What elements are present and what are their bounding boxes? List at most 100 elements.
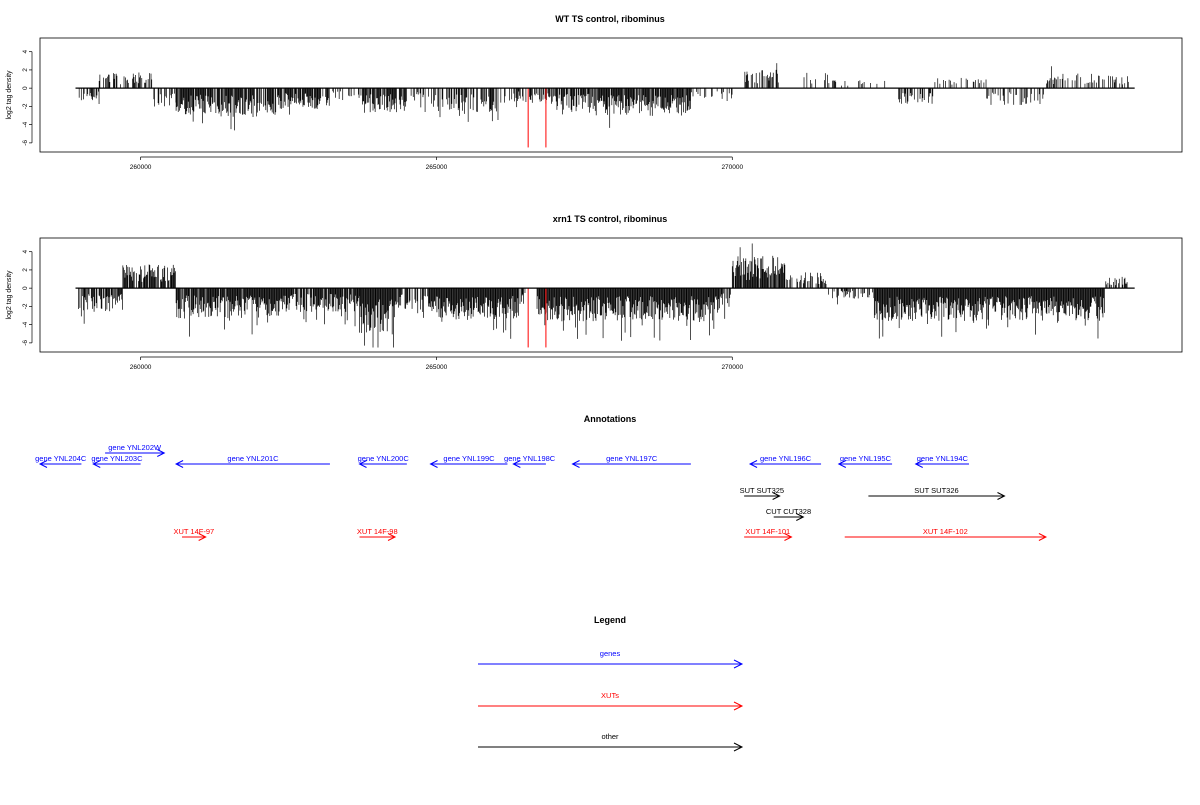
legend-entry-xuts: XUTs [478, 691, 744, 711]
wt-track-x-tick-label: 260000 [130, 164, 152, 171]
legend-entry-label: other [601, 732, 619, 741]
legend-entry-genes: genes [478, 649, 744, 669]
annotation-label: gene YNL202W [108, 443, 162, 452]
xrn1-track-title: xrn1 TS control, ribominus [553, 214, 668, 224]
wt-track-title: WT TS control, ribominus [555, 14, 665, 24]
legend-entry-other: other [478, 732, 744, 752]
annotation-label: XUT 14F-98 [357, 527, 398, 536]
annotation-arrow-head [429, 460, 438, 468]
annotation-feature: SUT SUT325 [740, 486, 784, 500]
wt-track-y-tick-label: -2 [22, 103, 29, 109]
annotation-feature: gene YNL194C [914, 454, 969, 468]
legend-panel: Legend genes XUTs other [478, 615, 744, 752]
annotation-arrow-head [92, 460, 101, 468]
annotation-arrow-head [174, 460, 184, 468]
xrn1-track-panel: xrn1 TS control, ribominus log2 tag dens… [6, 214, 1183, 371]
annotation-label: gene YNL197C [606, 454, 658, 463]
annotation-label: gene YNL194C [917, 454, 969, 463]
xrn1-track-y-tick-label: 2 [22, 268, 29, 272]
legend-entry-label: genes [600, 649, 621, 658]
annotation-feature: gene YNL202W [105, 443, 166, 457]
legend-entry-label: XUTs [601, 691, 619, 700]
annotation-feature: gene YNL200C [358, 454, 410, 468]
xrn1-track-y-tick-label: 4 [22, 249, 29, 253]
xrn1-track-y-tick-label: -2 [22, 303, 29, 309]
xrn1-track-ylabel: log2 tag density [6, 270, 13, 320]
annotation-arrow-head [198, 533, 207, 541]
annotation-feature: gene YNL201C [174, 454, 330, 468]
annotation-feature: gene YNL198C [504, 454, 556, 468]
annotation-arrow-head [512, 460, 521, 468]
annotation-label: SUT SUT326 [914, 486, 958, 495]
annotation-arrow-head [914, 460, 923, 468]
annotation-label: gene YNL195C [840, 454, 892, 463]
annotation-arrow-head [571, 460, 580, 468]
annotation-label: XUT 14F-102 [923, 527, 968, 536]
annotation-arrow-head [837, 460, 847, 468]
annotation-arrow-head [358, 460, 367, 468]
xrn1-track-bars [78, 243, 1128, 348]
xrn1-track-x-axis: 260000 265000 270000 [130, 356, 744, 371]
annotation-feature: XUT 14F-101 [744, 527, 793, 541]
xrn1-track-y-tick-label: -6 [22, 340, 29, 346]
annotation-label: gene YNL204C [35, 454, 87, 463]
xrn1-track-x-tick-label: 265000 [426, 364, 448, 371]
wt-track-y-tick-label: -4 [22, 121, 29, 127]
annotation-label: gene YNL199C [443, 454, 495, 463]
wt-track-frame [39, 37, 1183, 153]
xrn1-track-y-tick-label: 0 [22, 286, 29, 290]
legend-arrow-head [733, 659, 744, 669]
legend-arrow-head [733, 742, 744, 752]
annotation-arrow-head [38, 460, 48, 468]
annotation-arrow-head [1038, 533, 1048, 541]
wt-track-bars [78, 63, 1129, 131]
annotation-feature: XUT 14F-102 [844, 527, 1048, 541]
annotation-arrow-head [157, 449, 166, 457]
annotation-label: CUT CUT328 [766, 507, 811, 516]
annotation-feature: gene YNL197C [571, 454, 691, 468]
wt-track-y-axis: -6 -4 -2 0 2 4 [22, 49, 33, 146]
wt-track-y-tick-label: 4 [22, 49, 29, 53]
xrn1-track-x-tick-label: 270000 [721, 364, 743, 371]
annotation-label: gene YNL200C [358, 454, 410, 463]
xrn1-track-y-axis: -6 -4 -2 0 2 4 [22, 249, 33, 346]
annotation-arrow-head [997, 492, 1006, 500]
annotation-feature: CUT CUT328 [766, 507, 811, 521]
wt-track-y-tick-label: -6 [22, 140, 29, 146]
annotation-label: gene YNL198C [504, 454, 556, 463]
annotation-label: XUT 14F-101 [745, 527, 790, 536]
annotation-label: gene YNL196C [760, 454, 812, 463]
legend-entries: genes XUTs other [478, 649, 744, 752]
xrn1-track-y-tick-label: -4 [22, 321, 29, 327]
legend-title: Legend [594, 615, 626, 625]
annotation-arrow-head [772, 492, 781, 500]
annotation-feature: SUT SUT326 [868, 486, 1006, 500]
xrn1-track-highlights [527, 288, 547, 348]
annotation-arrow-head [784, 533, 793, 541]
annotation-feature: XUT 14F-98 [357, 527, 398, 541]
wt-track-ylabel: log2 tag density [6, 70, 13, 120]
annotation-arrow-head [387, 533, 397, 541]
wt-track-x-tick-label: 270000 [721, 164, 743, 171]
annotation-arrow-head [748, 460, 758, 468]
annotation-label: gene YNL201C [227, 454, 279, 463]
annotation-feature: gene YNL196C [748, 454, 822, 468]
annotation-features: gene YNL204C gene YNL202W gene YNL203C gene… [35, 443, 1048, 541]
wt-track-y-tick-label: 0 [22, 86, 29, 90]
annotation-feature: XUT 14F-97 [173, 527, 214, 541]
annotation-arrow-head [796, 513, 805, 521]
annotation-feature: gene YNL204C [35, 454, 87, 468]
annotation-label: gene YNL203C [91, 454, 143, 463]
annotation-feature: gene YNL203C [91, 454, 143, 468]
wt-track-x-axis: 260000 265000 270000 [130, 156, 744, 171]
legend-arrow-head [733, 701, 744, 711]
annotations-title: Annotations [584, 414, 637, 424]
annotation-feature: gene YNL199C [429, 454, 508, 468]
annotation-label: XUT 14F-97 [173, 527, 214, 536]
wt-track-y-tick-label: 2 [22, 68, 29, 72]
annotation-label: SUT SUT325 [740, 486, 784, 495]
xrn1-track-x-tick-label: 260000 [130, 364, 152, 371]
